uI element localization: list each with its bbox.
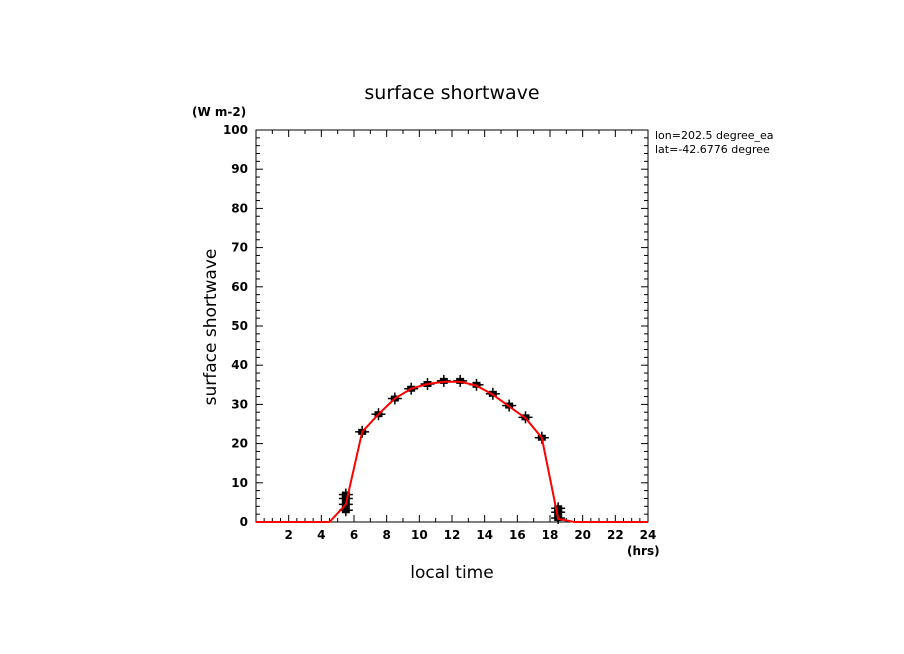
x-tick-label: 6 xyxy=(350,528,358,542)
y-tick-label: 0 xyxy=(240,515,248,529)
x-tick-label: 24 xyxy=(640,528,657,542)
x-tick-label: 22 xyxy=(607,528,624,542)
y-tick-label: 30 xyxy=(231,397,248,411)
y-tick-label: 90 xyxy=(231,162,248,176)
lat-annotation: lat=-42.6776 degree xyxy=(655,143,770,156)
x-tick-label: 2 xyxy=(284,528,292,542)
y-unit-label: (W m-2) xyxy=(192,105,246,119)
chart-title: surface shortwave xyxy=(364,82,539,104)
x-tick-label: 4 xyxy=(317,528,325,542)
y-tick-label: 10 xyxy=(231,476,248,490)
y-tick-label: 60 xyxy=(231,280,248,294)
plot-layer: 2 4 6 8 10 12 14 16 18 20 22 2401020304050607080901… xyxy=(223,123,656,542)
x-tick-label: 10 xyxy=(411,528,428,542)
plot-frame xyxy=(255,129,649,523)
series-line-0 xyxy=(256,380,648,523)
x-axis-title: local time xyxy=(410,563,493,583)
y-tick-label: 70 xyxy=(231,241,248,255)
x-tick-label: 18 xyxy=(542,528,559,542)
x-tick-label: 14 xyxy=(476,528,493,542)
lon-annotation: lon=202.5 degree_ea xyxy=(655,129,774,142)
y-tick-label: 100 xyxy=(223,123,248,137)
y-tick-label: 40 xyxy=(231,358,248,372)
y-tick-label: 80 xyxy=(231,201,248,215)
y-tick-label: 50 xyxy=(231,319,248,333)
x-tick-label: 16 xyxy=(509,528,526,542)
x-unit-label: (hrs) xyxy=(627,544,660,558)
x-tick-label: 12 xyxy=(444,528,461,542)
y-axis-title: surface shortwave xyxy=(201,249,221,406)
x-tick-label: 8 xyxy=(382,528,390,542)
x-tick-label: 20 xyxy=(574,528,591,542)
y-tick-label: 20 xyxy=(231,437,248,451)
